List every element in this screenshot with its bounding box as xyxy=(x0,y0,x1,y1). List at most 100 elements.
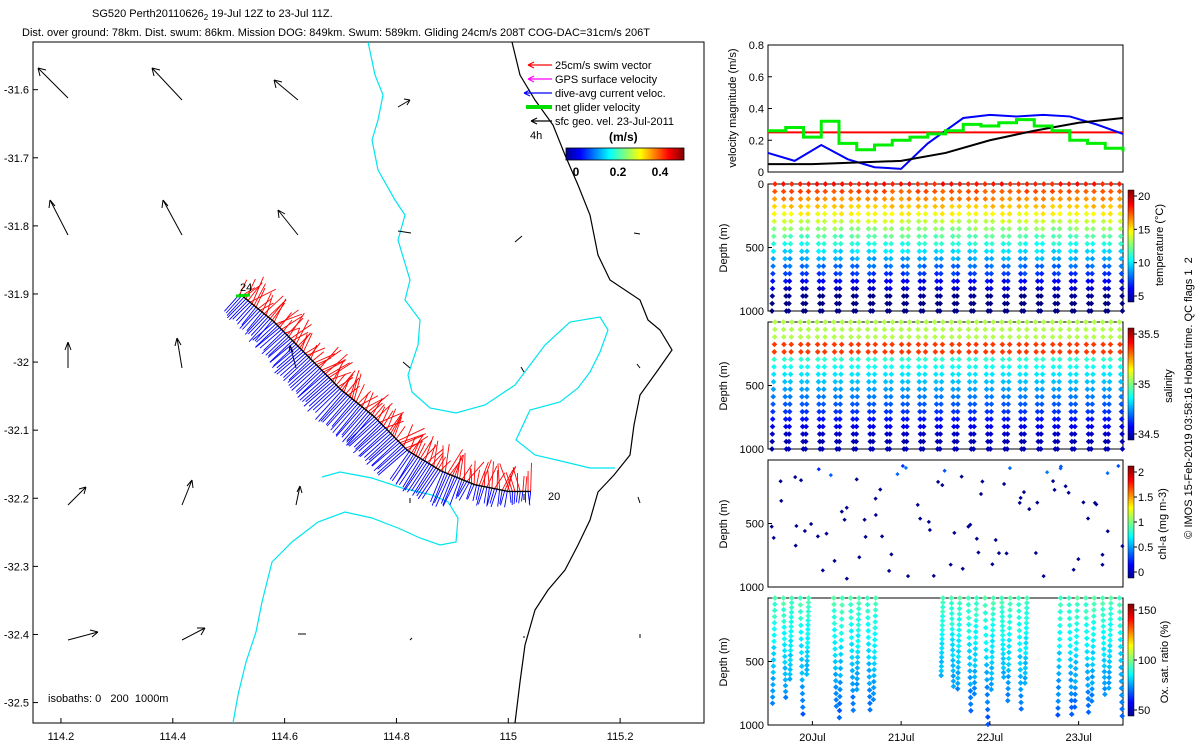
sample-marker xyxy=(808,521,814,527)
sample-marker xyxy=(1023,356,1029,363)
sample-marker xyxy=(787,666,793,673)
sample-marker xyxy=(949,626,955,633)
sample-marker xyxy=(1091,601,1097,607)
sample-marker xyxy=(1100,646,1107,652)
sample-marker xyxy=(903,446,910,452)
sample-marker xyxy=(854,386,861,393)
sample-marker xyxy=(798,218,804,225)
sample-marker xyxy=(847,601,854,608)
sample-marker xyxy=(769,688,776,694)
sample-marker xyxy=(871,263,877,270)
sample-marker xyxy=(1022,378,1029,385)
sample-marker xyxy=(900,293,907,299)
sample-marker xyxy=(1006,349,1013,355)
sample-marker xyxy=(898,203,905,210)
sample-marker xyxy=(1117,341,1123,348)
sample-marker xyxy=(889,188,896,195)
sample-marker xyxy=(1117,225,1124,232)
sfc-vector-12 xyxy=(174,337,183,369)
sample-marker xyxy=(798,622,804,629)
sample-marker xyxy=(1023,334,1030,340)
sample-marker xyxy=(848,634,855,641)
sample-marker xyxy=(1117,363,1124,370)
sample-marker xyxy=(832,363,838,370)
sample-marker xyxy=(972,363,979,370)
sample-marker xyxy=(1016,203,1022,210)
sample-marker xyxy=(1107,611,1114,617)
sample-marker xyxy=(1018,699,1024,706)
sample-marker xyxy=(950,270,957,277)
sample-marker xyxy=(831,626,838,633)
sample-marker xyxy=(1076,556,1081,562)
sfc-vector-8 xyxy=(397,230,412,234)
sample-marker xyxy=(906,334,912,340)
sample-marker xyxy=(972,393,978,400)
sample-marker xyxy=(1057,615,1063,622)
current-vector xyxy=(371,442,401,467)
sample-marker xyxy=(855,196,862,202)
sample-marker xyxy=(1084,263,1091,270)
sample-marker xyxy=(803,293,809,299)
sample-marker xyxy=(1051,263,1057,270)
sample-marker xyxy=(856,595,862,601)
swim-vector xyxy=(405,440,423,449)
sample-marker xyxy=(984,285,991,292)
sample-marker xyxy=(972,225,979,232)
sample-marker xyxy=(1106,664,1113,670)
sample-marker xyxy=(787,233,794,240)
sample-marker xyxy=(854,378,861,385)
sample-marker xyxy=(983,393,990,400)
sample-marker xyxy=(923,334,929,340)
sample-marker xyxy=(820,248,827,255)
sample-marker xyxy=(949,363,956,370)
sample-marker xyxy=(805,211,811,217)
sample-marker xyxy=(1118,664,1124,671)
sample-marker xyxy=(786,438,792,445)
sample-marker xyxy=(989,218,996,225)
sample-marker xyxy=(815,248,822,255)
sample-marker xyxy=(1022,255,1029,262)
swim-vector xyxy=(328,361,353,378)
sample-marker xyxy=(1088,308,1095,314)
sample-marker xyxy=(782,270,789,277)
sample-marker xyxy=(968,522,973,527)
sample-marker xyxy=(848,356,855,363)
sample-marker xyxy=(833,408,839,415)
current-vector xyxy=(326,398,353,427)
sample-marker xyxy=(872,341,879,348)
swim-vector xyxy=(275,313,303,325)
sample-marker xyxy=(904,255,911,262)
colorbar-tick-label: 10 xyxy=(1138,258,1150,270)
sample-marker xyxy=(819,308,826,314)
current-vector xyxy=(416,467,437,497)
current-vector xyxy=(398,456,419,486)
sample-marker xyxy=(882,349,888,355)
sample-marker xyxy=(855,203,862,210)
current-vector xyxy=(288,362,315,386)
sample-marker xyxy=(1100,211,1107,217)
sample-marker xyxy=(1017,500,1022,505)
sample-marker xyxy=(899,378,906,385)
sfc-vector-24 xyxy=(181,627,206,641)
sample-marker xyxy=(1023,363,1029,370)
sample-marker xyxy=(1084,233,1090,240)
current-vector xyxy=(330,401,357,431)
swim-vector xyxy=(353,373,362,401)
sample-marker xyxy=(848,641,855,648)
sample-marker xyxy=(822,181,829,187)
sample-marker xyxy=(798,649,805,656)
sample-marker xyxy=(990,334,996,340)
swim-vector xyxy=(319,346,339,369)
sample-marker xyxy=(967,416,974,422)
sample-marker xyxy=(1117,233,1124,240)
current-vector xyxy=(235,303,253,322)
sample-marker xyxy=(1050,356,1056,363)
sample-marker xyxy=(1032,181,1039,187)
sample-marker xyxy=(1017,255,1024,262)
sample-marker xyxy=(872,319,879,325)
depth-tick-label: 1000 xyxy=(740,582,764,594)
sample-marker xyxy=(1117,643,1124,650)
current-vector xyxy=(417,468,439,500)
sample-marker xyxy=(966,363,973,370)
sample-marker xyxy=(1100,196,1106,202)
